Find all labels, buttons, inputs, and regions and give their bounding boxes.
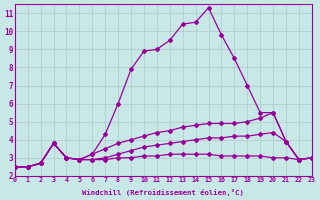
X-axis label: Windchill (Refroidissement éolien,°C): Windchill (Refroidissement éolien,°C) (82, 189, 244, 196)
